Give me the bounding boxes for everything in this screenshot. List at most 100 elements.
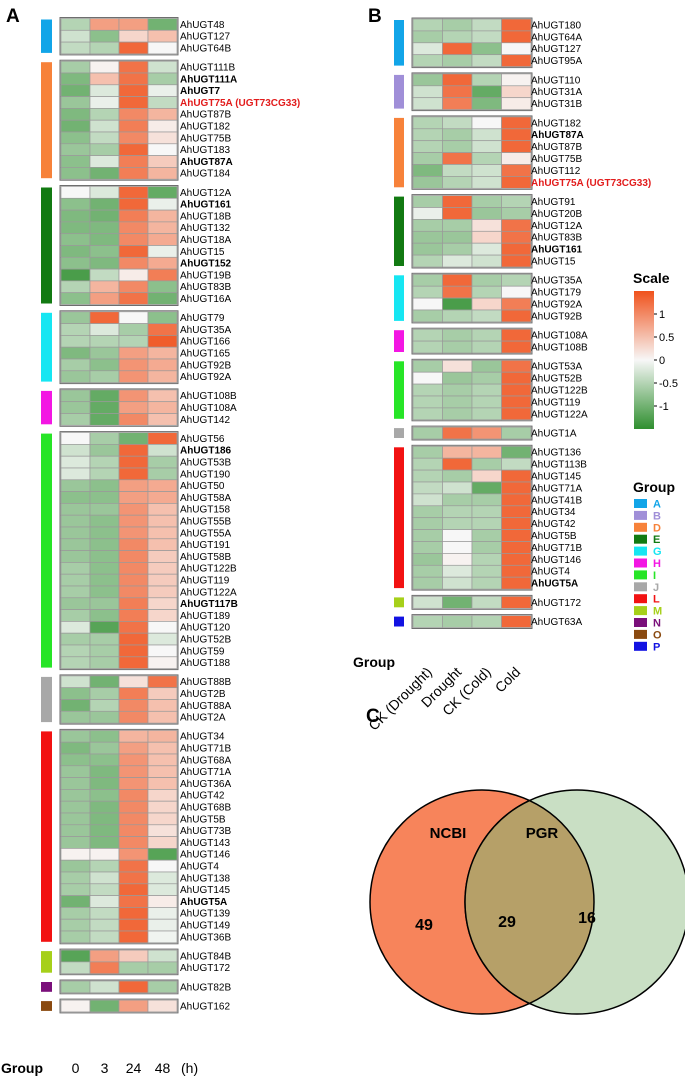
- heatmap-cell: [501, 285, 532, 299]
- heatmap-cell: [147, 143, 178, 156]
- heatmap-cell: [89, 848, 120, 861]
- heatmap-cell: [60, 741, 91, 755]
- heatmap-cell: [442, 309, 473, 323]
- heatmap-cell: [412, 97, 443, 110]
- heatmap-cell: [442, 328, 473, 342]
- group-bar-e: [394, 196, 404, 266]
- heatmap-cell: [412, 42, 443, 56]
- gene-label: AhUGT64A: [531, 32, 582, 43]
- heatmap-cell: [118, 961, 149, 975]
- heatmap-cell: [471, 457, 502, 471]
- heatmap-cell: [412, 457, 443, 471]
- heatmap-cell: [89, 479, 120, 492]
- heatmap-cell: [60, 562, 91, 575]
- heatmap-cell: [89, 358, 120, 372]
- heatmap-cell: [412, 395, 443, 409]
- gene-label: AhUGT12A: [531, 221, 582, 232]
- heatmap-cell: [501, 615, 532, 628]
- heatmap-cell: [118, 859, 149, 873]
- heatmap-cell: [412, 328, 443, 342]
- group-bar-g: [41, 312, 52, 382]
- heatmap-cell: [501, 395, 532, 409]
- group-bar-d: [394, 117, 404, 188]
- heatmap-cell: [118, 491, 149, 504]
- heatmap-cell: [471, 395, 502, 409]
- heatmap-cell: [147, 311, 178, 324]
- gene-label: AhUGT186: [180, 446, 232, 457]
- gene-label: AhUGT31A: [531, 87, 582, 98]
- heatmap-cell: [60, 155, 91, 168]
- heatmap-cell: [89, 155, 120, 168]
- heatmap-cell: [89, 644, 120, 658]
- heatmap-cell: [118, 538, 149, 551]
- gene-label: AhUGT16A: [180, 294, 231, 305]
- gene-label: AhUGT182: [180, 122, 230, 133]
- heatmap-cell: [501, 207, 532, 220]
- heatmap-cell: [412, 407, 443, 421]
- gene-label: AhUGT142: [180, 415, 230, 426]
- heatmap-cell: [60, 413, 91, 426]
- heatmap-cell: [147, 197, 178, 211]
- gene-label: AhUGT5A: [531, 579, 578, 590]
- heatmap-cell: [147, 209, 178, 223]
- heatmap-cell: [147, 18, 178, 31]
- heatmap-cell: [147, 871, 178, 885]
- group-legend-swatch-i: [634, 570, 647, 580]
- heatmap-cell: [442, 30, 473, 44]
- gene-label: AhUGT117B: [180, 599, 238, 610]
- heatmap-cell: [412, 445, 443, 459]
- heatmap-cell: [60, 836, 91, 849]
- heatmap-cell: [412, 152, 443, 165]
- heatmap-cell: [412, 493, 443, 507]
- heatmap-cell: [442, 469, 473, 483]
- heatmap-cell: [501, 309, 532, 323]
- gene-label: AhUGT162: [180, 1001, 230, 1012]
- heatmap-cell: [60, 859, 91, 873]
- heatmap-cell: [60, 455, 91, 469]
- heatmap-cell: [118, 514, 149, 528]
- gene-label: AhUGT188: [180, 658, 230, 669]
- heatmap-cell: [501, 457, 532, 471]
- heatmap-cell: [501, 152, 532, 165]
- heatmap-cell: [89, 765, 120, 778]
- gene-label: AhUGT15: [531, 257, 576, 268]
- venn-overlap-region: [464, 799, 595, 1005]
- heatmap-cell: [442, 128, 473, 142]
- heatmap-cell: [89, 609, 120, 622]
- heatmap-cell: [89, 895, 120, 908]
- heatmap-cell: [118, 789, 149, 802]
- block-frame: [411, 72, 533, 112]
- gene-label: AhUGT35A: [531, 276, 582, 287]
- heatmap-cell: [147, 812, 178, 826]
- heatmap-cell: [442, 517, 473, 530]
- heatmap-cell: [89, 323, 120, 336]
- heatmap-cell: [60, 675, 91, 689]
- heatmap-cell: [147, 401, 178, 414]
- heatmap-cell: [60, 370, 91, 383]
- heatmap-cell: [442, 207, 473, 220]
- gene-label: AhUGT190: [180, 469, 230, 480]
- heatmap-cell: [118, 323, 149, 336]
- gene-label: AhUGT119: [180, 576, 230, 587]
- gene-label: AhUGT158: [180, 505, 230, 516]
- heatmap-cell: [89, 514, 120, 528]
- heatmap-cell: [442, 383, 473, 397]
- group-legend-swatch-b: [634, 510, 647, 520]
- heatmap-cell: [501, 505, 532, 519]
- heatmap-cell: [442, 395, 473, 409]
- block-frame: [411, 444, 533, 591]
- heatmap-cell: [89, 346, 120, 360]
- heatmap-cell: [471, 140, 502, 153]
- heatmap-cell: [60, 292, 91, 305]
- heatmap-cell: [89, 949, 120, 963]
- gene-label: AhUGT182: [531, 118, 581, 129]
- heatmap-cell: [501, 254, 532, 268]
- heatmap-cell: [89, 800, 120, 814]
- heatmap-cell: [501, 493, 532, 507]
- block-frame: [59, 998, 179, 1014]
- gene-label: AhUGT122A: [180, 587, 237, 598]
- heatmap-cell: [147, 131, 178, 145]
- heatmap-cell: [147, 413, 178, 426]
- heatmap-cell: [89, 108, 120, 121]
